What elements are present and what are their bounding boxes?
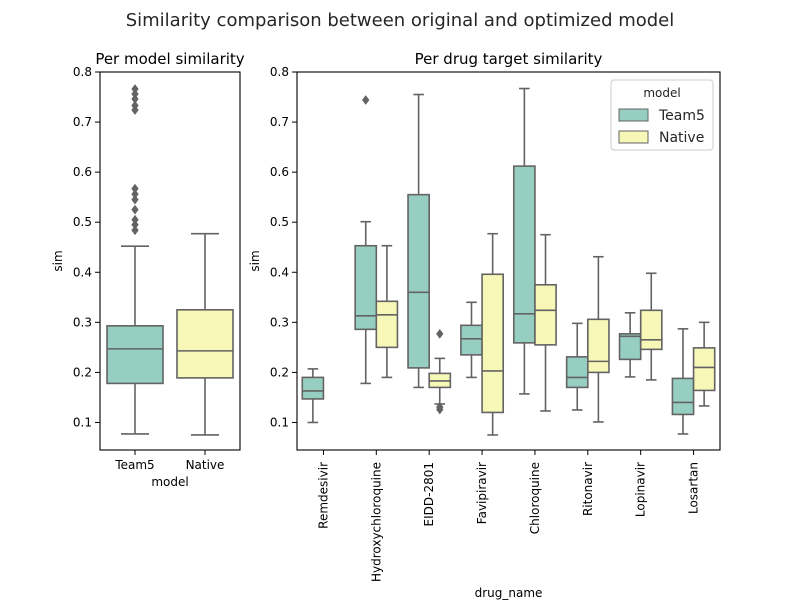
y-tick-label: 0.5 [270,215,289,229]
box-iqr [618,333,642,361]
box-iqr [460,324,483,356]
box-hydroxychloroquine-native [375,244,399,379]
outlier-point [362,95,370,105]
x-tick-label: Remdesivir [316,462,330,529]
box-iqr [587,318,610,374]
box-losartan-native [692,321,716,407]
box-ritonavir-team5 [565,322,589,411]
box-eidd-2801-native [428,328,452,415]
y-tick-label: 0.3 [270,315,289,329]
box-iqr [481,273,505,414]
panel-per-model: Per model similarity 0.1 0.2 0.3 0.4 0.5 0.6 0.… [51,50,245,489]
legend-label-native: Native [659,130,704,146]
x-tick-label: Losartan [687,462,701,514]
panel-per-drug: Per drug target similarity 0.1 0.2 0.3 0.4 0.… [248,50,721,600]
y-tick-label: 0.2 [73,365,92,379]
outlier-point [131,189,139,200]
outlier-point [131,100,139,111]
x-tick-label: Chloroquine [528,462,542,534]
panel-title: Per model similarity [95,50,244,68]
y-tick-label: 0.7 [270,115,289,129]
legend: model Team5 Native [610,79,714,151]
box-ritonavir-native [587,255,610,423]
outlier-point [131,183,139,194]
outlier-point [131,94,139,104]
x-tick-label: Native [186,458,225,472]
outlier-point [131,225,139,236]
y-tick-label: 0.7 [73,115,92,129]
outlier-point [436,402,444,412]
y-tick-label: 0.6 [270,165,289,179]
outlier-point [436,328,444,339]
outlier-point [131,194,139,205]
y-tick-label: 0.1 [270,415,289,429]
box-losartan-team5 [671,328,695,435]
outlier-point [131,84,139,94]
outlier-point [131,214,139,225]
box-iqr [106,325,164,385]
x-tick-label: Hydroxychloroquine [369,462,383,582]
y-tick-label: 0.3 [73,315,92,329]
box-eidd-2801-team5 [407,93,430,389]
x-tick-label: Team5 [114,458,154,472]
box-hydroxychloroquine-team5 [354,95,378,385]
box-native-native [176,232,234,436]
chart-suptitle: Similarity comparison between original a… [126,10,675,31]
x-tick-label: EIDD-2801 [422,462,436,526]
box-iqr [671,377,695,416]
box-chloroquine-team5 [512,87,536,395]
legend-swatch-native [618,130,649,144]
x-tick-label: Ritonavir [581,462,595,516]
panel-title: Per drug target similarity [415,50,603,68]
legend-title: model [643,86,680,100]
box-chloroquine-native [534,233,557,412]
x-axis-label: drug_name [475,586,543,600]
box-iqr [176,309,234,379]
y-tick-label: 0.5 [73,215,92,229]
box-iqr [692,347,716,392]
box-favipiravir-native [481,232,505,436]
y-tick-label: 0.4 [73,265,92,279]
box-iqr [534,283,557,346]
x-axis-label: model [151,475,188,489]
outlier-point [131,219,139,230]
box-team5-team5 [106,84,164,435]
y-axis-label: sim [51,250,65,271]
x-tick-label: Favipiravir [475,462,489,524]
x-tick-label: Lopinavir [634,462,648,517]
box-iqr [512,165,536,344]
box-remdesivir-team5 [301,368,325,424]
box-iqr [407,193,430,369]
box-lopinavir-team5 [618,312,642,378]
box-lopinavir-native [639,272,663,381]
y-tick-label: 0.8 [73,65,92,79]
y-tick-label: 0.6 [73,165,92,179]
legend-label-team5: Team5 [658,108,705,124]
box-iqr [301,376,325,400]
y-tick-label: 0.4 [270,265,289,279]
box-iqr [375,300,399,349]
y-tick-label: 0.1 [73,415,92,429]
y-tick-label: 0.2 [270,365,289,379]
y-tick-label: 0.8 [270,65,289,79]
box-favipiravir-team5 [460,301,483,379]
axes-frame [296,71,721,451]
outlier-point [131,204,139,215]
axes-frame [99,71,241,451]
box-iqr [639,309,663,351]
box-iqr [565,356,589,389]
y-axis-label: sim [248,250,262,271]
legend-swatch-team5 [618,108,649,122]
box-iqr [354,244,378,331]
outlier-point [131,89,139,99]
